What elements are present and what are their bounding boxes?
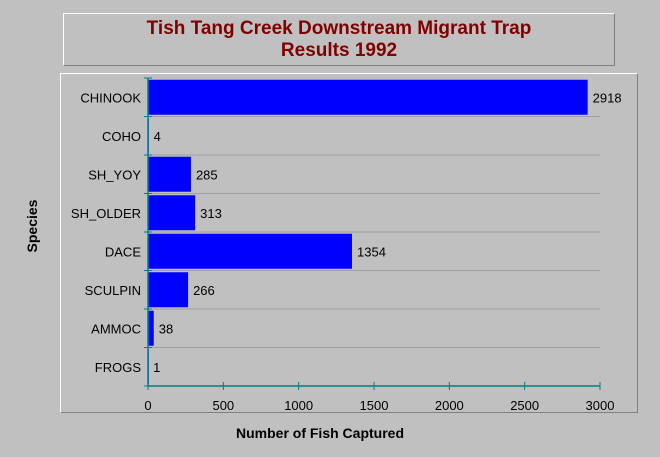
x-tick-label-3000: 3000 xyxy=(586,398,615,413)
value-label-sh-older: 313 xyxy=(200,206,222,221)
category-label-coho: COHO xyxy=(102,129,141,144)
category-label-frogs: FROGS xyxy=(95,360,142,375)
x-tick-label-0: 0 xyxy=(144,398,151,413)
category-label-dace: DACE xyxy=(105,244,141,259)
value-label-dace: 1354 xyxy=(357,244,386,259)
value-label-coho: 4 xyxy=(154,129,161,144)
x-tick-label-1500: 1500 xyxy=(360,398,389,413)
bar-sh-older xyxy=(148,195,196,231)
x-axis-label: Number of Fish Captured xyxy=(235,425,405,441)
y-axis-label: Species xyxy=(24,199,40,253)
value-label-chinook: 2918 xyxy=(593,90,622,105)
bar-sh-yoy xyxy=(148,156,191,192)
bar-dace xyxy=(148,233,353,269)
chart-title-line-1: Tish Tang Creek Downstream Migrant Trap xyxy=(146,17,532,39)
x-tick-label-500: 500 xyxy=(212,398,234,413)
value-label-frogs: 1 xyxy=(153,360,160,375)
chart-title-box: Tish Tang Creek Downstream Migrant Trap … xyxy=(63,13,615,66)
value-label-sh-yoy: 285 xyxy=(196,167,218,182)
value-label-sculpin: 266 xyxy=(193,283,215,298)
category-label-ammoc: AMMOC xyxy=(91,321,141,336)
chart-title-line-2: Results 1992 xyxy=(280,39,398,61)
bar-ammoc xyxy=(148,310,154,346)
category-label-sh-older: SH_OLDER xyxy=(71,206,141,221)
value-label-ammoc: 38 xyxy=(159,321,173,336)
plot-frame xyxy=(60,73,638,413)
x-tick-label-2000: 2000 xyxy=(435,398,464,413)
x-tick-label-1000: 1000 xyxy=(284,398,313,413)
bar-sculpin xyxy=(148,272,189,308)
category-label-chinook: CHINOOK xyxy=(80,90,141,105)
category-label-sculpin: SCULPIN xyxy=(85,283,141,298)
bar-chinook xyxy=(148,79,588,115)
x-tick-label-2500: 2500 xyxy=(510,398,539,413)
category-label-sh-yoy: SH_YOY xyxy=(88,167,141,182)
